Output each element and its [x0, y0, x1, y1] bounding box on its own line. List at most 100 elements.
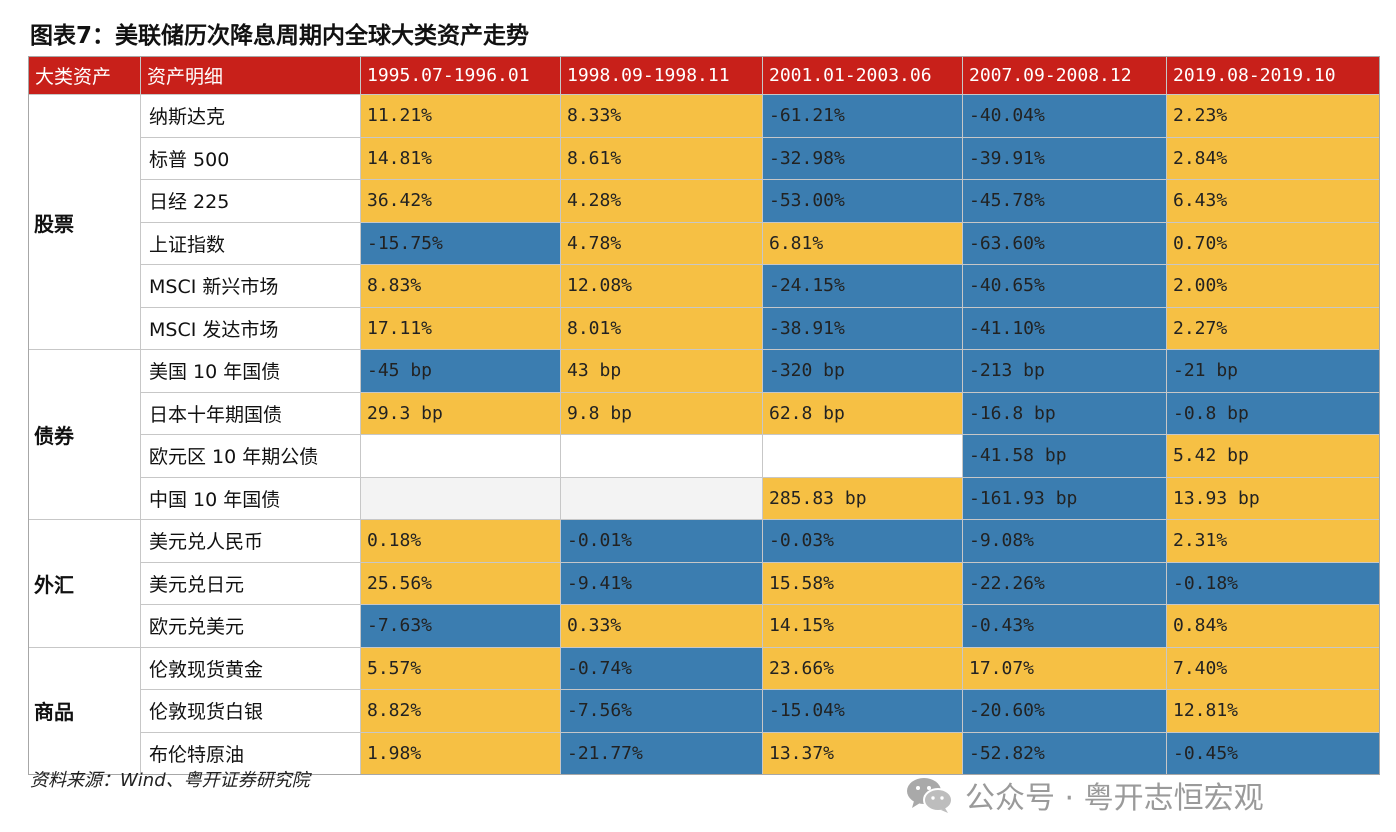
- asset-performance-table: 大类资产 资产明细 1995.07-1996.01 1998.09-1998.1…: [28, 56, 1380, 775]
- value-cell: 14.81%: [361, 137, 560, 179]
- value-cell: -0.03%: [763, 520, 962, 562]
- value-cell: 9.8 bp: [561, 392, 762, 434]
- value-cell: -45 bp: [361, 350, 560, 392]
- value-cell: -20.60%: [963, 690, 1166, 732]
- value-cell: 2.23%: [1167, 95, 1379, 137]
- watermark-text: 公众号 · 粤开志恒宏观: [965, 781, 1264, 816]
- asset-name-cell: 上证指数: [141, 222, 360, 264]
- value-cell: -61.21%: [763, 95, 962, 137]
- watermark: 公众号 · 粤开志恒宏观: [905, 775, 1264, 816]
- value-cell: 11.21%: [361, 95, 560, 137]
- header-period-2: 1998.09-1998.11: [561, 57, 762, 94]
- value-cell: 13.93 bp: [1167, 477, 1379, 519]
- asset-name-cell: 伦敦现货白银: [141, 690, 360, 732]
- value-cell: 0.84%: [1167, 605, 1379, 647]
- asset-name-cell: MSCI 新兴市场: [141, 265, 360, 307]
- value-cell: -38.91%: [763, 307, 962, 349]
- value-cell: 6.81%: [763, 222, 962, 264]
- header-period-4: 2007.09-2008.12: [963, 57, 1166, 94]
- value-cell: -32.98%: [763, 137, 962, 179]
- value-cell: 2.31%: [1167, 520, 1379, 562]
- value-cell: 5.42 bp: [1167, 435, 1379, 477]
- value-cell: -41.58 bp: [963, 435, 1166, 477]
- category-cell: 外汇: [29, 520, 140, 647]
- asset-name-cell: 美元兑人民币: [141, 520, 360, 562]
- asset-name-cell: MSCI 发达市场: [141, 307, 360, 349]
- value-cell: -52.82%: [963, 732, 1166, 774]
- value-cell: 17.07%: [963, 647, 1166, 689]
- value-cell: -40.04%: [963, 95, 1166, 137]
- source-note: 资料来源：Wind、粤开证券研究院: [30, 770, 310, 791]
- category-cell: 债券: [29, 350, 140, 519]
- value-cell: [361, 477, 560, 519]
- value-cell: [361, 435, 560, 477]
- asset-name-cell: 纳斯达克: [141, 95, 360, 137]
- category-cell: 股票: [29, 95, 140, 349]
- value-cell: 13.37%: [763, 732, 962, 774]
- header-period-5: 2019.08-2019.10: [1167, 57, 1379, 94]
- value-cell: -40.65%: [963, 265, 1166, 307]
- page-title: 图表7：美联储历次降息周期内全球大类资产走势: [30, 23, 530, 49]
- value-cell: 43 bp: [561, 350, 762, 392]
- value-cell: -21 bp: [1167, 350, 1379, 392]
- value-cell: [561, 435, 762, 477]
- value-cell: -0.18%: [1167, 562, 1379, 604]
- value-cell: 25.56%: [361, 562, 560, 604]
- value-cell: -213 bp: [963, 350, 1166, 392]
- value-cell: -0.45%: [1167, 732, 1379, 774]
- value-cell: 285.83 bp: [763, 477, 962, 519]
- value-cell: -15.75%: [361, 222, 560, 264]
- value-cell: 5.57%: [361, 647, 560, 689]
- value-cell: 36.42%: [361, 180, 560, 222]
- value-cell: -320 bp: [763, 350, 962, 392]
- value-cell: 2.00%: [1167, 265, 1379, 307]
- category-cell: 商品: [29, 647, 140, 774]
- value-cell: 8.33%: [561, 95, 762, 137]
- asset-name-cell: 标普 500: [141, 137, 360, 179]
- value-cell: 14.15%: [763, 605, 962, 647]
- value-cell: -16.8 bp: [963, 392, 1166, 434]
- value-cell: 17.11%: [361, 307, 560, 349]
- value-cell: 4.78%: [561, 222, 762, 264]
- value-cell: 6.43%: [1167, 180, 1379, 222]
- value-cell: 15.58%: [763, 562, 962, 604]
- header-category: 大类资产: [29, 57, 140, 94]
- value-cell: -63.60%: [963, 222, 1166, 264]
- value-cell: -9.08%: [963, 520, 1166, 562]
- value-cell: [561, 477, 762, 519]
- asset-name-cell: 布伦特原油: [141, 732, 360, 774]
- asset-name-cell: 日本十年期国债: [141, 392, 360, 434]
- value-cell: -15.04%: [763, 690, 962, 732]
- value-cell: 12.08%: [561, 265, 762, 307]
- header-period-1: 1995.07-1996.01: [361, 57, 560, 94]
- value-cell: -21.77%: [561, 732, 762, 774]
- value-cell: 1.98%: [361, 732, 560, 774]
- value-cell: 7.40%: [1167, 647, 1379, 689]
- value-cell: 0.70%: [1167, 222, 1379, 264]
- value-cell: -0.01%: [561, 520, 762, 562]
- value-cell: 2.27%: [1167, 307, 1379, 349]
- value-cell: -22.26%: [963, 562, 1166, 604]
- header-period-3: 2001.01-2003.06: [763, 57, 962, 94]
- value-cell: -161.93 bp: [963, 477, 1166, 519]
- value-cell: 4.28%: [561, 180, 762, 222]
- value-cell: -7.56%: [561, 690, 762, 732]
- value-cell: -9.41%: [561, 562, 762, 604]
- asset-name-cell: 欧元区 10 年期公债: [141, 435, 360, 477]
- value-cell: -53.00%: [763, 180, 962, 222]
- value-cell: 23.66%: [763, 647, 962, 689]
- wechat-icon: [907, 778, 953, 813]
- value-cell: 12.81%: [1167, 690, 1379, 732]
- value-cell: 2.84%: [1167, 137, 1379, 179]
- value-cell: -45.78%: [963, 180, 1166, 222]
- value-cell: -7.63%: [361, 605, 560, 647]
- value-cell: 29.3 bp: [361, 392, 560, 434]
- asset-name-cell: 欧元兑美元: [141, 605, 360, 647]
- value-cell: -24.15%: [763, 265, 962, 307]
- asset-name-cell: 美元兑日元: [141, 562, 360, 604]
- value-cell: -41.10%: [963, 307, 1166, 349]
- value-cell: -0.74%: [561, 647, 762, 689]
- value-cell: 0.18%: [361, 520, 560, 562]
- value-cell: 8.61%: [561, 137, 762, 179]
- value-cell: 0.33%: [561, 605, 762, 647]
